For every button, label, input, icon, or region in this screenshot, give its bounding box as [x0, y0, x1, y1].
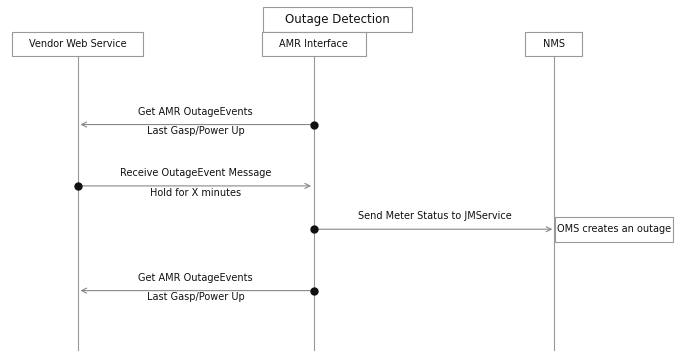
FancyBboxPatch shape — [555, 217, 673, 242]
Text: Hold for X minutes: Hold for X minutes — [151, 188, 242, 198]
Text: Last Gasp/Power Up: Last Gasp/Power Up — [147, 292, 244, 303]
Text: Get AMR OutageEvents: Get AMR OutageEvents — [138, 273, 253, 283]
Text: Receive OutageEvent Message: Receive OutageEvent Message — [120, 168, 271, 178]
Text: OMS creates an outage: OMS creates an outage — [557, 224, 672, 234]
Text: Outage Detection: Outage Detection — [285, 13, 390, 26]
FancyBboxPatch shape — [263, 7, 412, 32]
Text: Send Meter Status to JMService: Send Meter Status to JMService — [358, 211, 512, 221]
Text: Get AMR OutageEvents: Get AMR OutageEvents — [138, 106, 253, 117]
FancyBboxPatch shape — [525, 32, 582, 56]
FancyBboxPatch shape — [261, 32, 366, 56]
Text: NMS: NMS — [543, 39, 564, 49]
Text: Last Gasp/Power Up: Last Gasp/Power Up — [147, 126, 244, 136]
FancyBboxPatch shape — [12, 32, 144, 56]
Text: Vendor Web Service: Vendor Web Service — [29, 39, 126, 49]
Text: AMR Interface: AMR Interface — [279, 39, 348, 49]
